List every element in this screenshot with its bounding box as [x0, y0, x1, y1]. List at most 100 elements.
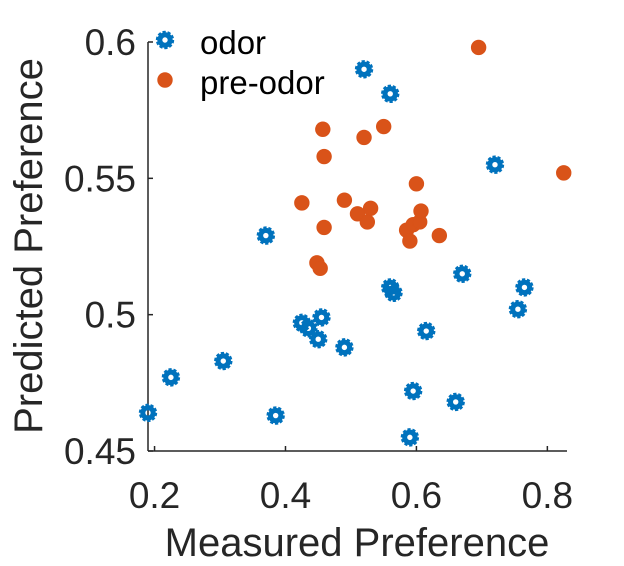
data-point-odor [214, 351, 233, 371]
x-tick-label: 0.6 [391, 475, 442, 516]
data-point-odor-teeth [256, 226, 276, 245]
y-ticks: 0.45 0.5 0.55 0.6 [64, 22, 153, 472]
data-point-odor [299, 319, 318, 338]
legend-label-odor: odor [200, 24, 266, 61]
data-point-odor-teeth [515, 278, 534, 297]
data-point-odor-teeth [381, 84, 400, 104]
data-point-odor-ring [402, 429, 418, 446]
data-point-pre-odor [359, 214, 376, 230]
data-point-odor-teeth [138, 403, 158, 423]
series-odor [138, 60, 534, 447]
data-point-odor-teeth [403, 381, 423, 401]
legend-marker-icon-ring [157, 32, 173, 48]
data-point-pre-odor [470, 39, 487, 56]
data-point-odor-ring [510, 301, 526, 317]
data-point-odor [453, 264, 472, 283]
data-point-pre-odor [316, 148, 332, 165]
data-point-odor-ring [418, 323, 434, 339]
data-point-odor [256, 226, 276, 245]
data-point-odor-ring [385, 285, 402, 301]
data-point-pre-odor [312, 260, 328, 277]
data-point-odor-ring [300, 320, 317, 336]
data-point-odor-teeth [312, 308, 331, 327]
data-point-odor-ring [454, 266, 470, 282]
legend-marker-icon-teeth [155, 30, 175, 50]
data-point-odor [403, 381, 423, 401]
data-point-odor [400, 428, 420, 447]
data-point-odor [446, 392, 465, 412]
x-tick-label: 0.2 [129, 475, 180, 516]
legend: odor pre-odor [155, 24, 325, 101]
data-point-odor-ring [215, 353, 231, 369]
x-tick-label: 0.4 [260, 475, 311, 516]
y-axis-label: Predicted Preference [7, 58, 51, 434]
data-point-odor-teeth [417, 321, 436, 341]
legend-marker-icon [155, 30, 175, 50]
data-point-odor-teeth [400, 428, 420, 447]
data-point-odor-teeth [299, 319, 318, 338]
data-point-odor [161, 368, 181, 387]
data-point-odor-ring [487, 157, 503, 173]
data-point-odor [381, 84, 400, 104]
data-point-pre-odor [294, 195, 310, 211]
data-point-pre-odor [336, 192, 353, 208]
data-point-pre-odor [556, 165, 572, 181]
data-point-odor-ring [405, 383, 421, 399]
legend-marker-pre-odor [157, 72, 173, 88]
data-point-odor-ring [163, 369, 179, 386]
data-point-odor-ring [356, 61, 372, 77]
data-point-odor [417, 321, 436, 341]
data-point-pre-odor [315, 121, 331, 137]
data-point-odor-teeth [446, 392, 465, 412]
data-point-odor-teeth [384, 283, 403, 303]
data-point-odor-teeth [214, 351, 233, 371]
axes [147, 42, 567, 452]
legend-label-pre-odor: pre-odor [200, 64, 325, 101]
data-point-odor-teeth [485, 155, 505, 174]
data-point-odor-teeth [309, 330, 328, 349]
data-point-odor [138, 403, 158, 423]
data-point-pre-odor [356, 129, 372, 146]
data-point-odor [309, 330, 328, 349]
data-point-odor [335, 338, 354, 357]
data-point-odor-ring [140, 405, 156, 421]
data-point-odor [312, 308, 331, 327]
data-point-odor-teeth [508, 300, 528, 319]
data-point-pre-odor [375, 118, 392, 135]
data-point-odor-ring [448, 394, 464, 410]
data-point-odor-ring [310, 331, 326, 347]
data-point-odor-teeth [453, 264, 472, 283]
series-pre-odor [294, 39, 572, 277]
data-point-odor [508, 300, 528, 319]
data-point-odor [515, 278, 534, 297]
data-point-pre-odor [362, 200, 379, 217]
data-point-odor-teeth [266, 406, 285, 425]
y-tick-label: 0.55 [64, 158, 136, 199]
data-point-pre-odor [413, 203, 429, 219]
data-point-odor-ring [336, 339, 353, 356]
data-point-odor-ring [313, 309, 330, 326]
data-point-pre-odor [408, 176, 425, 192]
data-point-pre-odor [402, 233, 418, 249]
data-point-pre-odor [431, 227, 448, 244]
data-point-odor [354, 60, 374, 79]
y-tick-label: 0.45 [64, 431, 136, 472]
data-point-odor [384, 283, 403, 303]
y-tick-label: 0.5 [85, 295, 136, 336]
data-point-odor-ring [382, 86, 398, 102]
x-ticks: 0.2 0.4 0.6 0.8 [129, 446, 573, 516]
x-axis-label: Measured Preference [165, 521, 550, 565]
data-point-odor-teeth [354, 60, 374, 79]
y-tick-label: 0.6 [85, 22, 136, 63]
data-point-odor-ring [267, 407, 284, 424]
data-point-odor [266, 406, 285, 425]
legend-marker-odor [155, 30, 175, 50]
data-point-pre-odor [349, 206, 366, 222]
data-point-pre-odor [316, 219, 332, 236]
data-point-odor-teeth [161, 368, 181, 387]
data-point-odor-ring [258, 227, 274, 244]
series-layer [138, 39, 572, 447]
legend-marker-icon [157, 72, 173, 88]
data-point-odor-ring [516, 279, 533, 296]
